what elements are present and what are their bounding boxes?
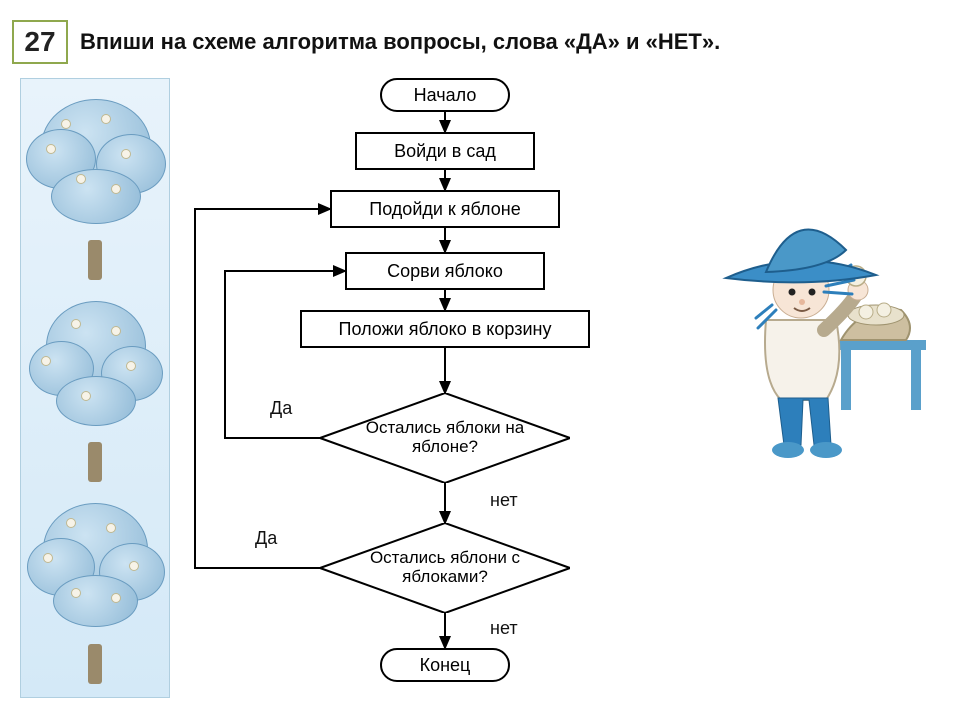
flow-step-3: Сорви яблоко — [345, 252, 545, 290]
tree-2 — [21, 291, 169, 486]
flow-step-4: Положи яблоко в корзину — [300, 310, 590, 348]
trees-illustration — [20, 78, 170, 698]
flow-step-1-label: Войди в сад — [394, 141, 496, 162]
flow-decision-1: Остались яблоки наяблоне? — [320, 393, 570, 483]
flow-step-1: Войди в сад — [355, 132, 535, 170]
exercise-number-badge: 27 — [12, 20, 68, 64]
flow-step-2: Подойди к яблоне — [330, 190, 560, 228]
exercise-number: 27 — [24, 26, 55, 58]
tree-1 — [21, 89, 169, 284]
flow-start-label: Начало — [414, 85, 477, 106]
flow-decision-2-label: Остались яблони сяблоками? — [370, 549, 520, 586]
flow-decision-2: Остались яблони сяблоками? — [320, 523, 570, 613]
edge-label-yes-2: Да — [255, 528, 277, 549]
flow-end-label: Конец — [420, 655, 471, 676]
flow-end: Конец — [380, 648, 510, 682]
flow-decision-1-label: Остались яблоки наяблоне? — [366, 419, 525, 456]
flow-step-2-label: Подойди к яблоне — [369, 199, 520, 220]
flow-step-4-label: Положи яблоко в корзину — [339, 319, 552, 340]
edge-label-yes-1: Да — [270, 398, 292, 419]
tree-3 — [21, 493, 169, 688]
flow-start: Начало — [380, 78, 510, 112]
flow-step-3-label: Сорви яблоко — [387, 261, 503, 282]
exercise-title: Впиши на схеме алгоритма вопросы, слова … — [80, 29, 720, 55]
flowchart: Начало Войди в сад Подойди к яблоне Сорв… — [180, 78, 710, 708]
edge-label-no-1: нет — [490, 490, 518, 511]
edge-label-no-2: нет — [490, 618, 518, 639]
character-illustration — [706, 190, 936, 460]
